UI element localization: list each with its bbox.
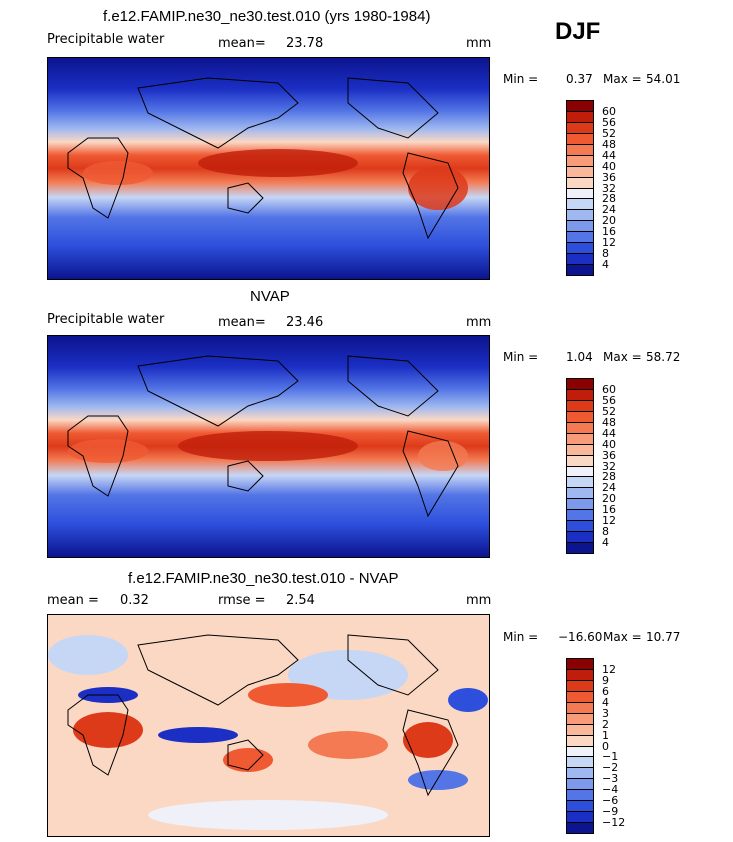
colorbar-label: 8 [602,525,609,539]
panel1-variable-label: Precipitable water [47,32,165,47]
colorbar-label: −12 [602,816,626,830]
colorbar-label: 40 [602,159,616,173]
colorbar-label: 4 [602,258,609,272]
colorbar-label: 52 [602,126,616,140]
colorbar-swatch [566,264,594,276]
colorbar-label: 12 [602,662,616,676]
colorbar-label: 60 [602,382,616,396]
colorbar-label: 32 [602,459,616,473]
colorbar-label: 24 [602,481,616,495]
panel3-colorbar: 12 9 6 4 3 2 1 0 −1 −2 −3 −4 −6 −9 −12 [566,658,646,834]
colorbar-label: 32 [602,181,616,195]
panel2-mean-value: 23.46 [286,315,324,330]
panel2-mean-label: mean= [218,315,266,330]
colorbar-label: 8 [602,247,609,261]
panel1-min-label: Min = [503,72,539,86]
colorbar-label: 36 [602,448,616,462]
panel3-max-label: Max = [603,630,642,644]
colorbar-label: 3 [602,706,609,720]
colorbar-label: 48 [602,137,616,151]
colorbar-label: 12 [602,236,616,250]
colorbar-label: 56 [602,393,616,407]
colorbar-swatch [566,822,594,834]
panel1-map [47,57,490,280]
panel3-map-graphic [48,615,489,836]
colorbar-label: 36 [602,170,616,184]
colorbar-label: 0 [602,739,609,753]
panel2-variable-label: Precipitable water [47,312,165,327]
colorbar-label: 56 [602,115,616,129]
panel3-max-value: 10.77 [646,630,681,644]
panel2-min-value: 1.04 [566,350,593,364]
panel3-min-label: Min = [503,630,539,644]
colorbar-label: 44 [602,148,616,162]
colorbar-label: −4 [602,783,619,797]
panel1-units: mm [466,36,492,51]
colorbar-label: 2 [602,717,609,731]
colorbar-label: 28 [602,192,616,206]
colorbar-label: −1 [602,750,619,764]
panel1-max-value: 54.01 [646,72,681,86]
panel3-rmse-label: rmse = [218,593,266,608]
panel3-mean-label: mean = [47,593,99,608]
panel1-colorbar: 60 56 52 48 44 40 36 32 28 24 20 16 12 8 4 [566,100,646,276]
panel1-max-label: Max = [603,72,642,86]
colorbar-label: 20 [602,214,616,228]
panel2-max-value: 58.72 [646,350,681,364]
colorbar-label: −9 [602,805,619,819]
colorbar-label: 40 [602,437,616,451]
colorbar-label: 4 [602,695,609,709]
colorbar-label: 48 [602,415,616,429]
colorbar-label: 12 [602,514,616,528]
panel3-min-value: −16.60 [558,630,603,644]
colorbar-label: 16 [602,225,616,239]
colorbar-label: 52 [602,404,616,418]
panel3-rmse-value: 2.54 [286,593,315,608]
panel1-map-graphic [48,58,489,279]
colorbar-label: 60 [602,104,616,118]
panel1-min-value: 0.37 [566,72,593,86]
colorbar-label: 24 [602,203,616,217]
colorbar-label: 4 [602,536,609,550]
colorbar-label: 1 [602,728,609,742]
colorbar-label: −3 [602,772,619,786]
colorbar-label: −2 [602,761,619,775]
panel1-mean-label: mean= [218,36,266,51]
panel1-title: f.e12.FAMIP.ne30_ne30.test.010 (yrs 1980… [103,8,431,25]
panel3-mean-value: 0.32 [120,593,149,608]
colorbar-label: 44 [602,426,616,440]
panel2-colorbar: 60 56 52 48 44 40 36 32 28 24 20 16 12 8 4 [566,378,646,554]
panel2-units: mm [466,315,492,330]
panel2-map [47,335,490,558]
colorbar-label: 16 [602,503,616,517]
season-label: DJF [555,18,601,45]
colorbar-label: 28 [602,470,616,484]
panel2-max-label: Max = [603,350,642,364]
panel2-title: NVAP [250,288,290,305]
panel3-map [47,614,490,837]
colorbar-label: 20 [602,492,616,506]
panel3-units: mm [466,593,492,608]
panel2-map-graphic [48,336,489,557]
colorbar-label: 6 [602,684,609,698]
colorbar-label: 9 [602,673,609,687]
panel1-mean-value: 23.78 [286,36,324,51]
colorbar-label: −6 [602,794,619,808]
panel3-title: f.e12.FAMIP.ne30_ne30.test.010 - NVAP [128,570,399,587]
colorbar-swatch [566,542,594,554]
panel2-min-label: Min = [503,350,539,364]
